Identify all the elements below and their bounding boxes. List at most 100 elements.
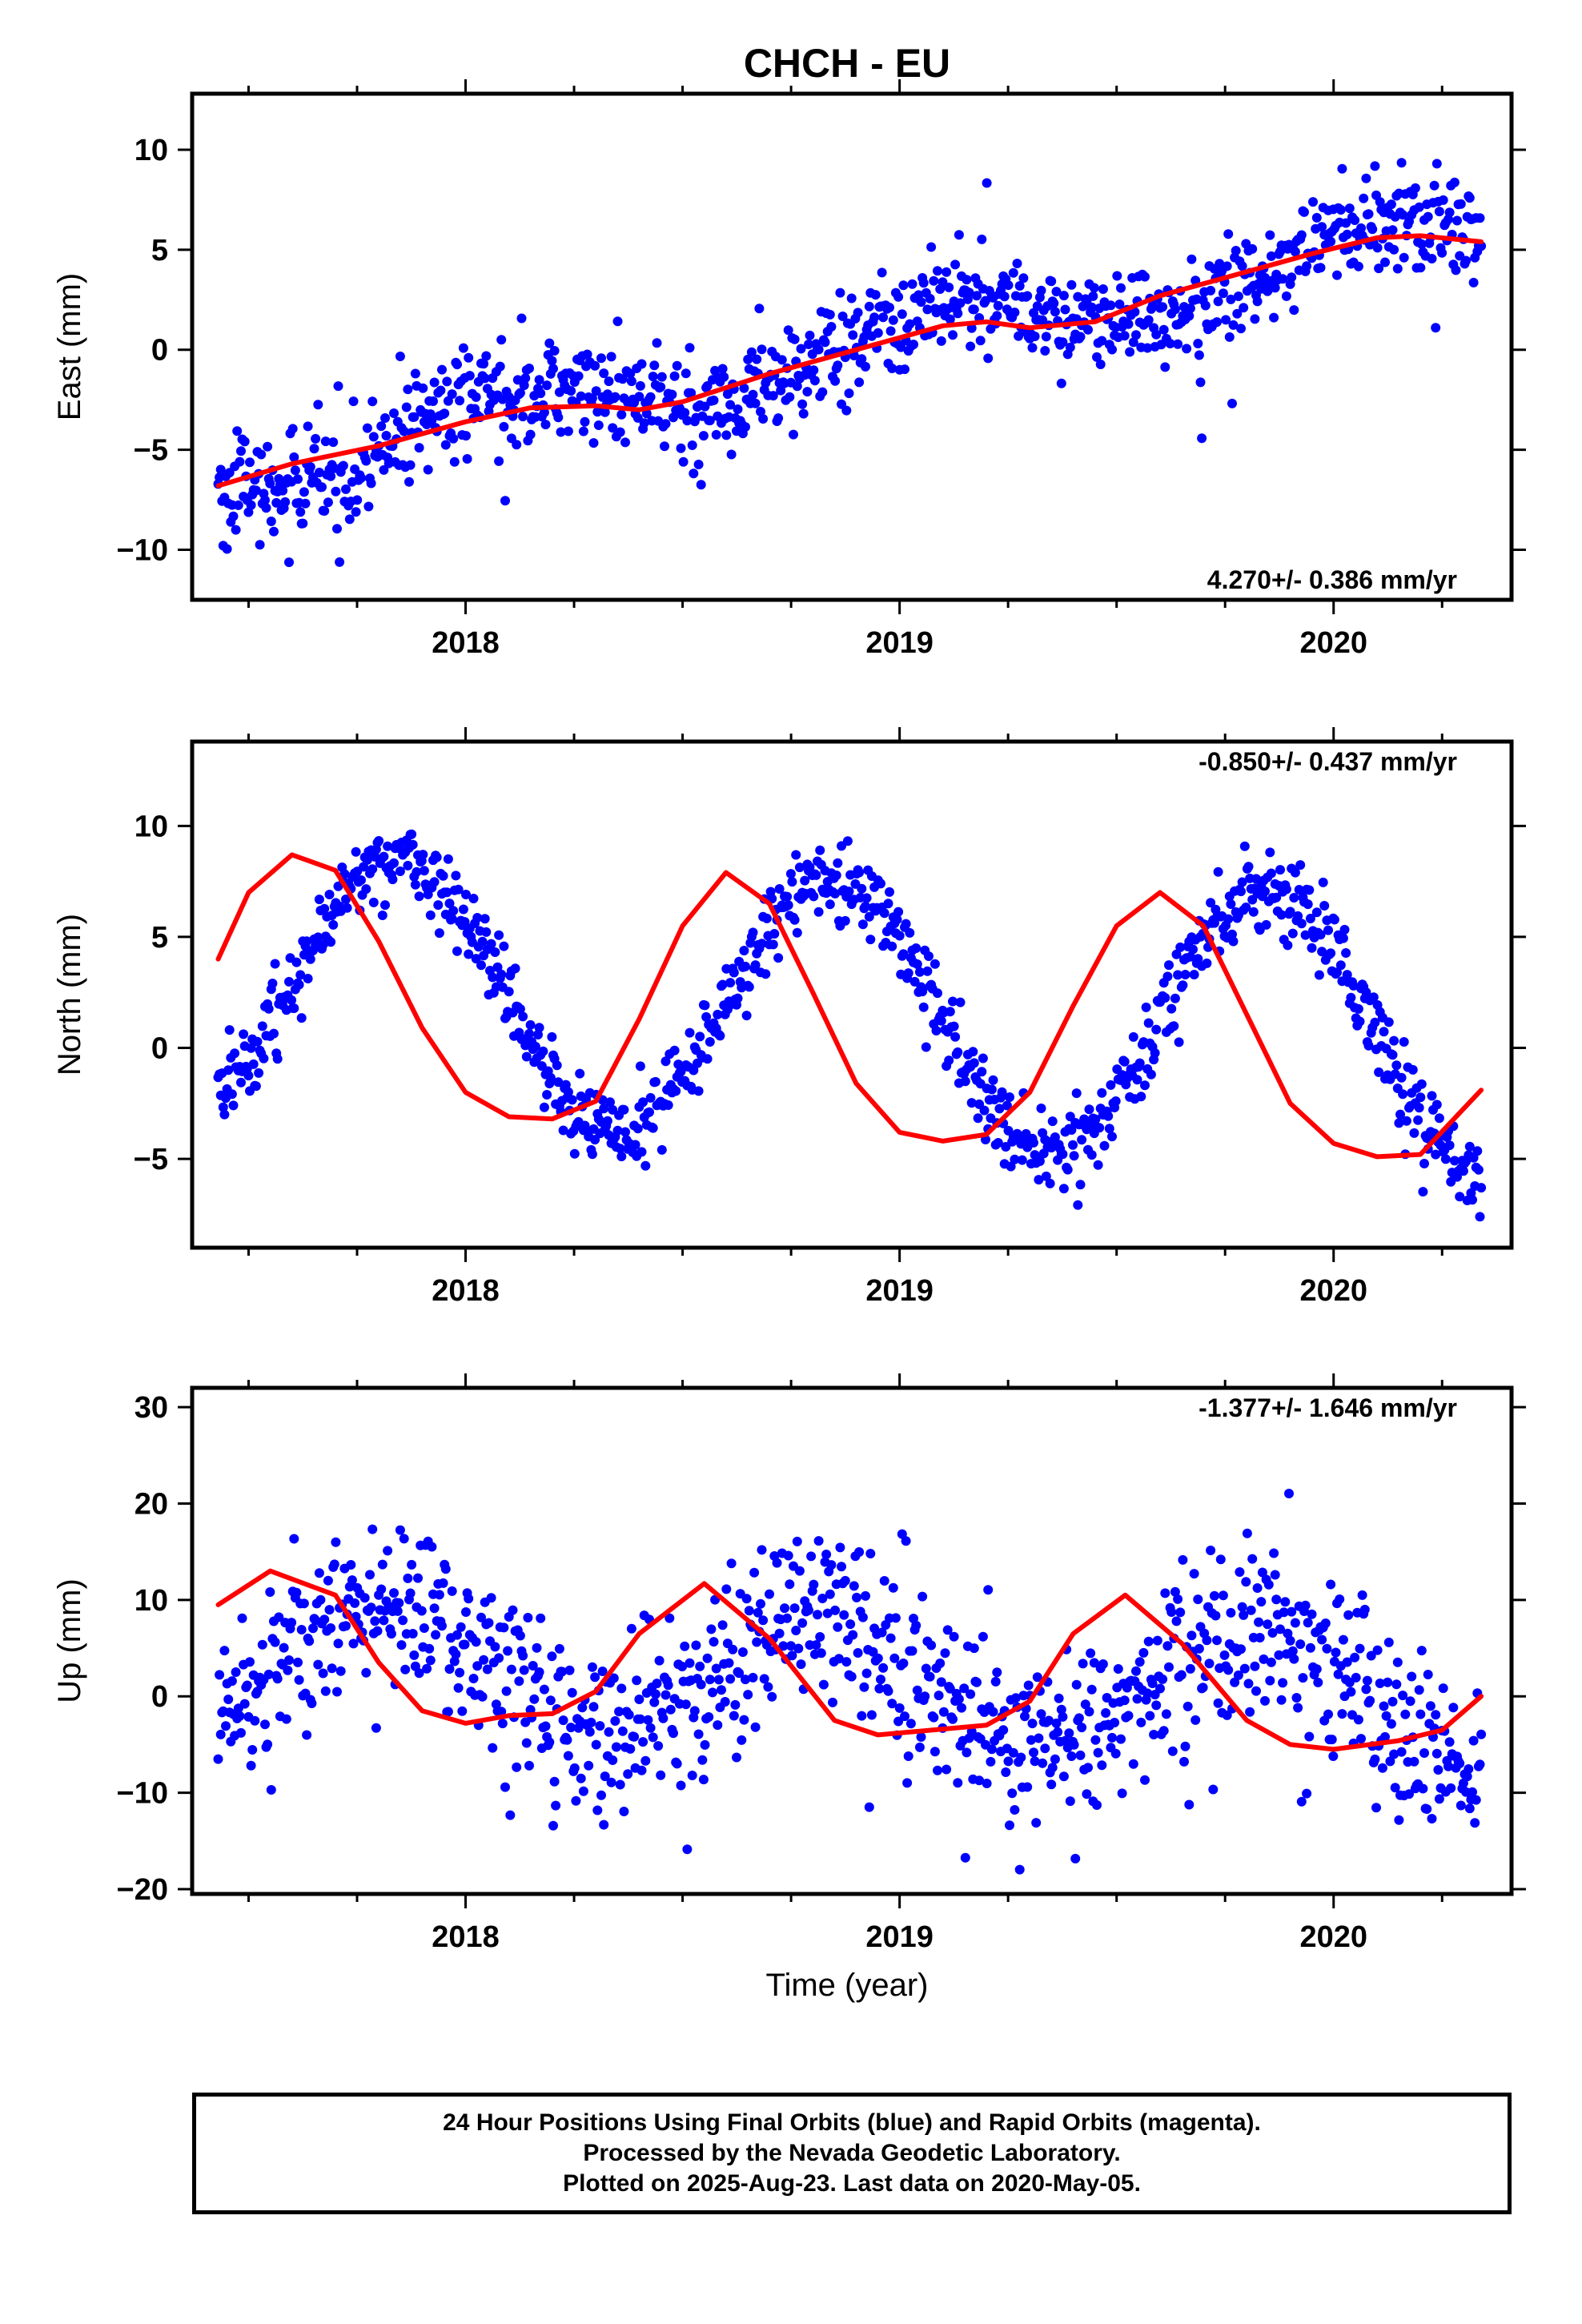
data-point [1123, 1711, 1134, 1721]
data-point [887, 1699, 897, 1709]
data-point [512, 1762, 522, 1772]
data-point [839, 1610, 849, 1620]
data-point [1332, 967, 1342, 978]
y-axis-label: East (mm) [52, 273, 87, 420]
data-point [778, 1641, 789, 1651]
data-point [877, 1627, 887, 1638]
data-point [953, 1047, 963, 1057]
data-point [302, 1730, 312, 1740]
data-point [476, 960, 486, 971]
data-point [480, 914, 490, 924]
data-point [331, 1537, 341, 1547]
data-point [1173, 339, 1183, 349]
data-point [1086, 1150, 1097, 1160]
data-point [1300, 930, 1311, 940]
data-point [1173, 1594, 1183, 1604]
data-point [1084, 1104, 1094, 1115]
data-point [333, 381, 343, 392]
data-point [813, 1610, 822, 1620]
data-point [1119, 1056, 1130, 1067]
data-point [787, 1651, 797, 1661]
data-point [676, 1780, 686, 1791]
data-point [448, 906, 459, 916]
data-point [317, 482, 327, 493]
data-point [239, 436, 250, 447]
data-point [444, 899, 455, 909]
data-point [1149, 1730, 1159, 1739]
data-point [471, 392, 481, 402]
data-point [1146, 1069, 1156, 1080]
data-point [822, 1608, 833, 1618]
data-point [689, 1706, 700, 1716]
data-point [972, 291, 982, 301]
data-point [1396, 1747, 1407, 1757]
data-point [841, 405, 852, 416]
data-point [278, 485, 288, 496]
data-point [575, 1068, 585, 1079]
data-point [520, 373, 531, 384]
data-point [1086, 1684, 1097, 1695]
data-point [578, 426, 588, 436]
data-point [524, 1028, 534, 1039]
data-point [1346, 1687, 1356, 1697]
data-point [1314, 970, 1324, 980]
data-point [940, 1648, 950, 1659]
data-point [558, 1125, 568, 1136]
data-point [1407, 1671, 1417, 1682]
data-point [239, 1029, 249, 1039]
data-point [1427, 1814, 1437, 1823]
data-point [640, 1755, 651, 1766]
data-point [1200, 300, 1211, 311]
data-point [1449, 1156, 1460, 1166]
data-point [1090, 1735, 1101, 1745]
data-point [602, 1116, 612, 1126]
data-point [1252, 296, 1263, 307]
data-point [260, 1719, 270, 1730]
data-point [366, 478, 376, 489]
data-point [1142, 1688, 1153, 1699]
data-point [945, 314, 955, 324]
data-point [926, 242, 937, 252]
data-point [1399, 1037, 1409, 1047]
data-point [442, 887, 452, 898]
data-point [1171, 1616, 1182, 1626]
data-point [584, 1727, 595, 1737]
data-point [1230, 1677, 1240, 1687]
data-point [1410, 183, 1420, 193]
data-point [231, 525, 241, 535]
data-point [933, 266, 942, 276]
data-point [304, 1636, 315, 1647]
data-point [1090, 1114, 1101, 1124]
data-point [348, 396, 359, 407]
data-point [944, 1055, 954, 1066]
data-point [925, 293, 935, 304]
data-point [488, 972, 498, 983]
data-point [1311, 907, 1322, 918]
data-point [458, 904, 468, 915]
data-point [840, 915, 850, 926]
data-point [966, 1098, 977, 1108]
data-point [732, 1752, 741, 1763]
data-point [1278, 274, 1288, 284]
data-point [477, 1691, 488, 1702]
y-tick-label: 5 [151, 234, 168, 267]
data-point [606, 1777, 616, 1787]
data-point [1092, 352, 1102, 362]
data-point [1134, 1058, 1145, 1068]
data-point [921, 1042, 931, 1052]
data-point [854, 377, 865, 388]
data-point [326, 937, 336, 947]
data-point [876, 879, 885, 889]
data-point [1226, 899, 1236, 909]
data-point [540, 1721, 551, 1731]
data-point [1296, 1796, 1307, 1807]
data-point [1130, 307, 1140, 317]
data-point [1056, 378, 1066, 388]
data-point [480, 373, 490, 384]
data-point [554, 1643, 564, 1654]
data-point [1185, 1663, 1195, 1674]
data-point [948, 1714, 958, 1724]
data-point [1337, 163, 1347, 174]
data-point [864, 911, 874, 922]
y-tick-label: 10 [135, 1584, 168, 1618]
